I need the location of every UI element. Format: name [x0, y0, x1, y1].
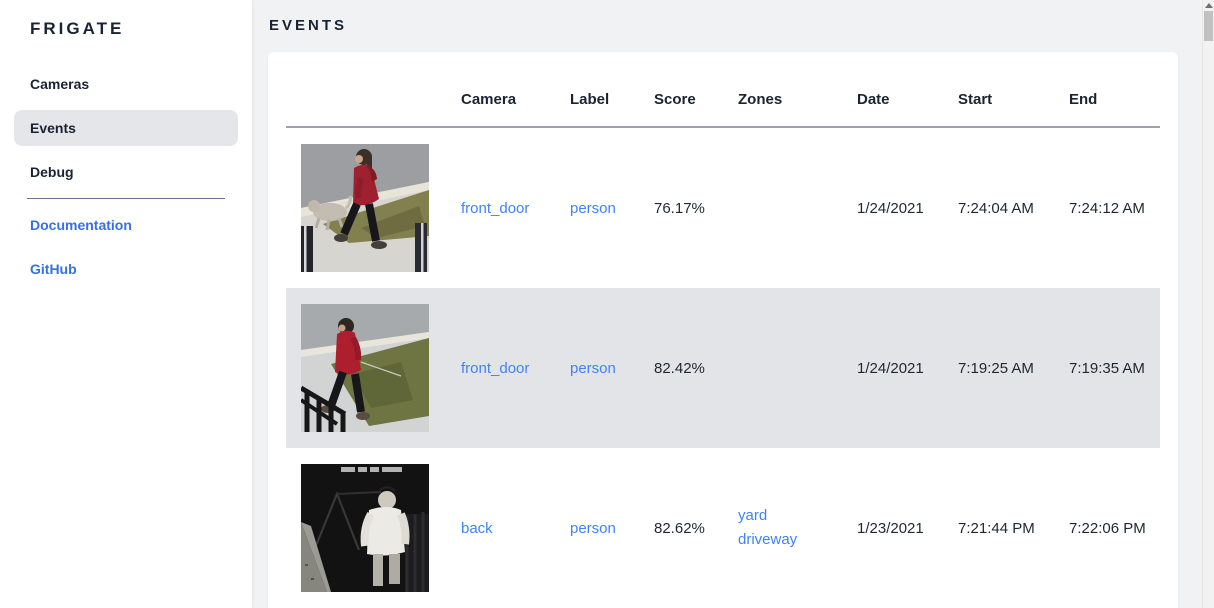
column-header-score: Score [654, 91, 696, 108]
event-label-link[interactable]: person [570, 359, 616, 377]
scrollbar-thumb[interactable] [1204, 11, 1213, 41]
page-title: EVENTS [269, 17, 348, 34]
event-thumbnail-person-walking-dog[interactable] [301, 144, 429, 272]
event-start-time: 7:21:44 PM [958, 519, 1035, 537]
event-thumbnail-cell [286, 144, 445, 272]
event-score: 82.42% [654, 359, 705, 377]
sidebar-link-label: Documentation [30, 217, 132, 233]
app-logo: FRIGATE [30, 19, 125, 38]
column-header-end: End [1069, 91, 1098, 108]
event-end-time: 7:19:35 AM [1069, 359, 1145, 377]
event-thumbnail-person-red-hoodie[interactable] [301, 304, 429, 432]
sidebar-link-documentation[interactable]: Documentation [14, 207, 238, 243]
events-table: Camera Label Score Zones Date Start End [286, 52, 1160, 608]
event-date: 1/23/2021 [857, 519, 924, 537]
event-camera-link[interactable]: back [461, 519, 493, 537]
events-card: Camera Label Score Zones Date Start End [268, 52, 1178, 608]
event-camera-link[interactable]: front_door [461, 199, 530, 217]
event-thumbnail-cell [286, 304, 445, 432]
event-zones: yard driveway [722, 504, 841, 552]
event-score: 82.62% [654, 519, 705, 537]
event-label-link[interactable]: person [570, 199, 616, 217]
sidebar-item-debug[interactable]: Debug [14, 154, 238, 190]
sidebar-item-events[interactable]: Events [14, 110, 238, 146]
column-header-label: Label [570, 91, 610, 108]
sidebar-item-label: Cameras [30, 76, 90, 92]
vertical-scrollbar[interactable] [1202, 0, 1214, 608]
sidebar-item-label: Events [30, 120, 76, 136]
main-content: EVENTS Camera Label Score Zones Date Sta… [252, 0, 1202, 608]
event-thumbnail-cell [286, 464, 445, 592]
event-thumbnail-person-night[interactable] [301, 464, 429, 592]
table-header-row: Camera Label Score Zones Date Start End [286, 52, 1160, 128]
sidebar: FRIGATE Cameras Events Debug Documentati… [0, 0, 252, 608]
event-label-link[interactable]: person [570, 519, 616, 537]
event-end-time: 7:22:06 PM [1069, 519, 1146, 537]
sidebar-nav: Cameras Events Debug Documentation GitHu… [0, 66, 252, 287]
event-date: 1/24/2021 [857, 199, 924, 217]
event-date: 1/24/2021 [857, 359, 924, 377]
column-header-date: Date [857, 91, 890, 108]
event-score: 76.17% [654, 199, 705, 217]
table-row-selected[interactable]: front_door person 82.42% 1/24/2021 7:19:… [286, 288, 1160, 448]
event-end-time: 7:24:12 AM [1069, 199, 1145, 217]
event-camera-link[interactable]: front_door [461, 359, 530, 377]
sidebar-link-label: GitHub [30, 261, 77, 277]
event-zone-link[interactable]: driveway [738, 531, 798, 548]
column-header-camera: Camera [461, 91, 517, 108]
column-header-thumbnail [286, 108, 445, 126]
event-start-time: 7:24:04 AM [958, 199, 1034, 217]
event-start-time: 7:19:25 AM [958, 359, 1034, 377]
sidebar-item-label: Debug [30, 164, 74, 180]
event-zone-link[interactable]: yard [738, 507, 768, 524]
table-row[interactable]: front_door person 76.17% 1/24/2021 7:24:… [286, 128, 1160, 288]
table-row[interactable]: back person 82.62% yard driveway 1/23/20… [286, 448, 1160, 608]
scrollbar-up-arrow-icon[interactable] [1205, 3, 1213, 8]
sidebar-link-github[interactable]: GitHub [14, 251, 238, 287]
column-header-start: Start [958, 91, 993, 108]
sidebar-divider [27, 198, 225, 199]
sidebar-item-cameras[interactable]: Cameras [14, 66, 238, 102]
column-header-zones: Zones [738, 91, 783, 108]
